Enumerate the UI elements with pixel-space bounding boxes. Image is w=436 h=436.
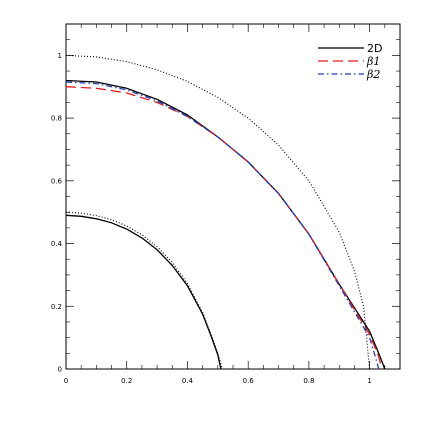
y-tick-label: 1	[58, 52, 62, 60]
x-tick-label: 0.4	[182, 377, 194, 385]
series-line-1	[65, 86, 383, 370]
x-tick-label: 0	[64, 377, 68, 385]
y-tick-label: 0.2	[51, 303, 62, 311]
legend-label: 2D	[367, 42, 382, 55]
x-tick-label: 0.6	[243, 377, 255, 385]
series-line-2	[65, 81, 380, 370]
legend-label: β1	[366, 55, 380, 68]
x-tick-label: 1	[367, 377, 371, 385]
y-tick-label: 0.6	[51, 177, 63, 185]
x-tick-label: 0.2	[121, 377, 132, 385]
series-line-0	[65, 79, 386, 370]
x-tick-label: 0.8	[303, 377, 314, 385]
y-tick-label: 0	[58, 366, 62, 374]
legend-label: β2	[366, 68, 380, 81]
y-tick-label: 0.8	[51, 115, 62, 123]
y-tick-label: 0.4	[51, 240, 63, 248]
series-layer	[65, 54, 386, 370]
ticks-layer: 0 0.2 0.4 0.6 0.8 1 0 0.2 0.4 0.6 0.8 1	[51, 24, 400, 385]
series-line-4	[65, 214, 222, 370]
series-line-3	[65, 54, 371, 370]
plot-frame	[65, 23, 401, 370]
series-line-5	[65, 211, 223, 370]
